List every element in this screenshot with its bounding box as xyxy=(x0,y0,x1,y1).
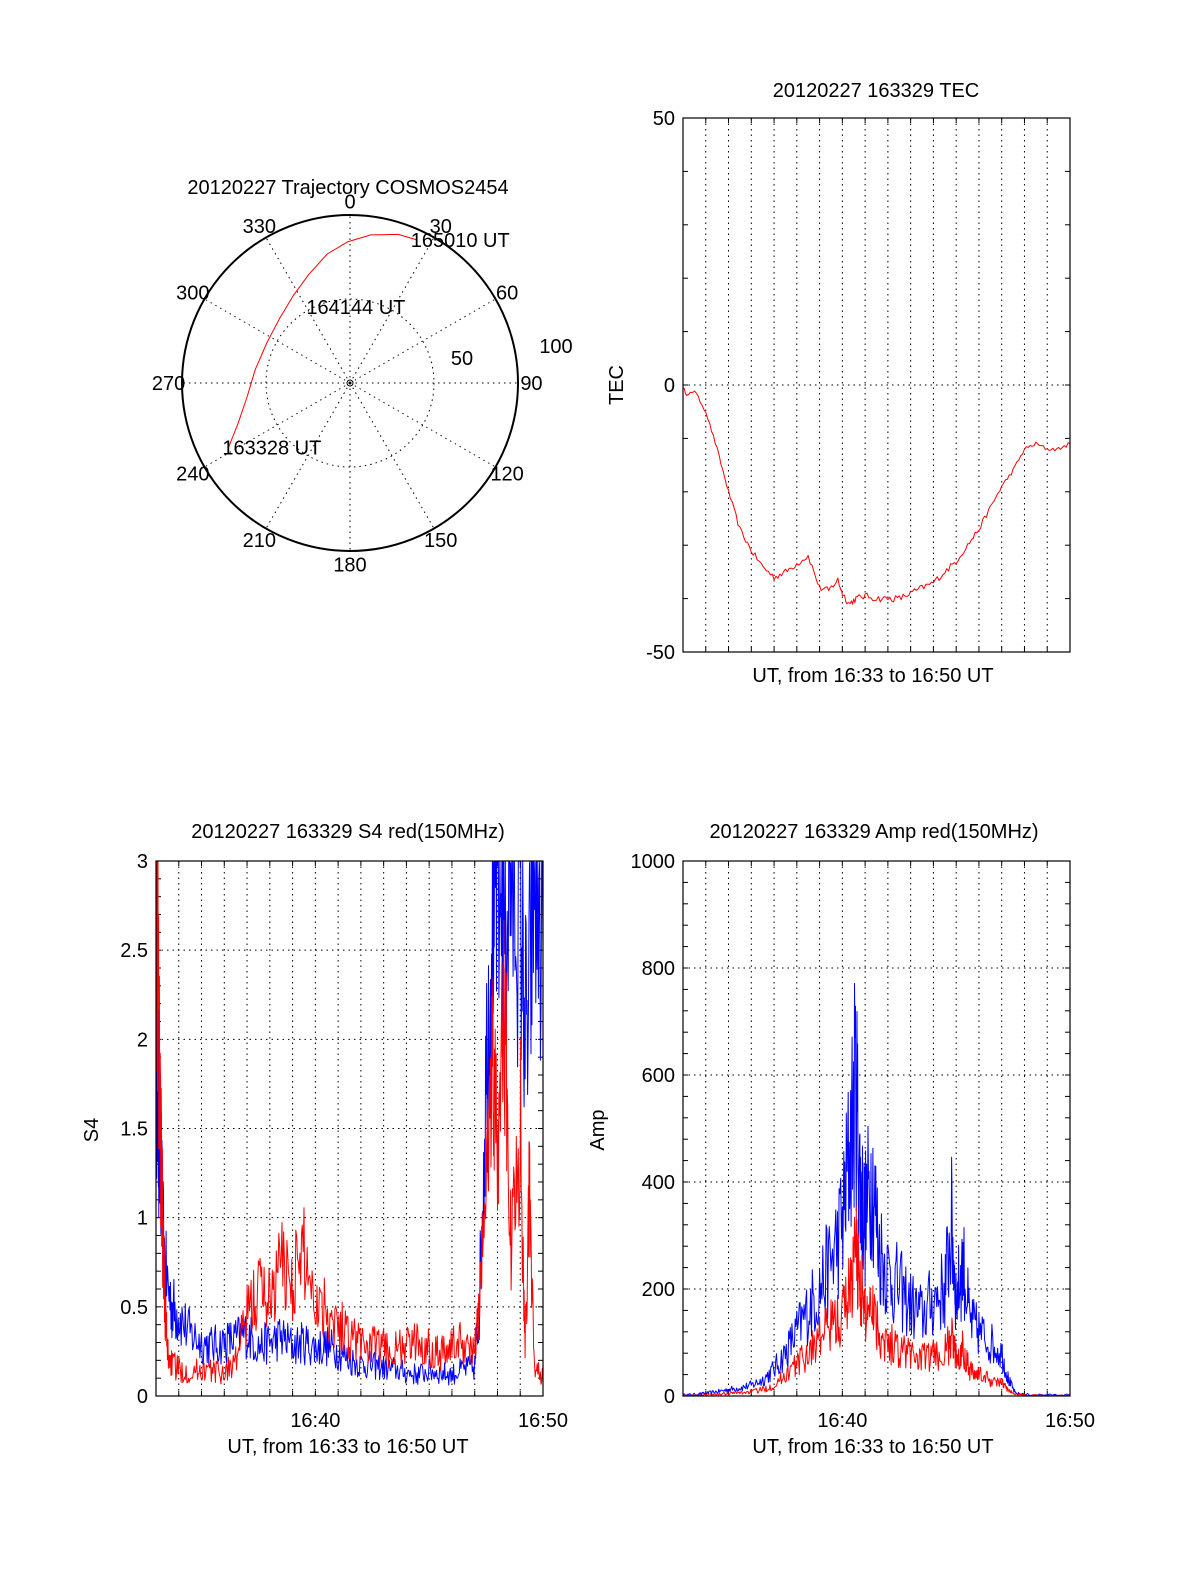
tec-ylabel: TEC xyxy=(606,365,628,405)
radial-label-50: 50 xyxy=(451,348,473,370)
s4-grid xyxy=(156,861,543,1396)
polar-spoke-150 xyxy=(349,382,435,529)
y-tick-label-0: 0 xyxy=(664,1386,675,1408)
amp-series xyxy=(682,982,1071,1397)
trajectory-annotations: 165010 UT 164144 UT 163328 UT xyxy=(222,230,509,460)
polar-spoke-300 xyxy=(204,298,351,384)
y-tick-label-1000: 1000 xyxy=(631,851,676,873)
s4-xlabel: UT, from 16:33 to 16:50 UT xyxy=(227,1436,468,1458)
azimuth-label-270: 270 xyxy=(152,373,185,395)
amp-xlabel: UT, from 16:33 to 16:50 UT xyxy=(752,1436,993,1458)
azimuth-label-240: 240 xyxy=(176,464,209,486)
y-tick-label-600: 600 xyxy=(642,1065,675,1087)
amp-plot-frame xyxy=(682,860,1071,1397)
trajectory-title: 20120227 Trajectory COSMOS2454 xyxy=(187,177,508,199)
y-tick-label-0.5: 0.5 xyxy=(120,1297,148,1319)
azimuth-label-60: 60 xyxy=(496,282,518,304)
polar-spoke-120 xyxy=(349,382,496,468)
amp-tick-labels: 0 200 400 600 800 1000 16:40 16:50 xyxy=(631,851,1096,1432)
y-tick-label-200: 200 xyxy=(642,1279,675,1301)
tec-xlabel: UT, from 16:33 to 16:50 UT xyxy=(752,665,993,687)
series-line-1 xyxy=(682,982,1071,1397)
azimuth-label-210: 210 xyxy=(243,530,276,552)
polar-spoke-60 xyxy=(349,298,496,384)
tec-plot-frame xyxy=(682,117,1071,653)
y-tick-label-0: 0 xyxy=(664,375,675,397)
amp-title: 20120227 163329 Amp red(150MHz) xyxy=(709,821,1038,843)
y-tick-label--50: -50 xyxy=(646,642,675,664)
y-tick-label-2: 2 xyxy=(137,1029,148,1051)
polar-grid xyxy=(182,215,518,551)
trajectory-annotation-1: 165010 UT xyxy=(411,230,510,252)
polar-inner-ring xyxy=(265,298,435,468)
trajectory-annotation-3: 163328 UT xyxy=(222,438,321,460)
y-tick-label-1: 1 xyxy=(137,1208,148,1230)
azimuth-label-180: 180 xyxy=(333,554,366,576)
azimuth-label-120: 120 xyxy=(490,464,523,486)
tec-tick-labels: 50 0 -50 xyxy=(646,108,675,664)
y-tick-label-2.5: 2.5 xyxy=(120,940,148,962)
azimuth-label-150: 150 xyxy=(424,530,457,552)
y-tick-label-50: 50 xyxy=(653,108,675,130)
x-tick-label-1640: 16:40 xyxy=(817,1410,867,1432)
tec-title: 20120227 163329 TEC xyxy=(773,80,979,102)
series-line-2 xyxy=(683,1206,1071,1397)
azimuth-label-300: 300 xyxy=(176,282,209,304)
azimuth-label-0: 0 xyxy=(344,192,355,214)
s4-tick-labels: 0 0.5 1 1.5 2 2.5 3 16:40 16:50 xyxy=(120,851,568,1432)
polar-spoke-30 xyxy=(349,237,435,384)
s4-series xyxy=(155,860,544,1386)
y-tick-label-1.5: 1.5 xyxy=(120,1119,148,1141)
series-line-1 xyxy=(155,860,544,1386)
trajectory-panel: 20120227 Trajectory COSMOS2454 0 30 60 90 12… xyxy=(152,177,573,576)
polar-center-marker xyxy=(346,379,354,387)
series-line-1 xyxy=(682,387,1071,605)
trajectory-track xyxy=(227,233,417,448)
polar-labels: 0 30 60 90 120 150 180 210 240 270 300 330 50 100 xyxy=(152,192,573,577)
series-line-2 xyxy=(155,860,544,1385)
y-tick-label-400: 400 xyxy=(642,1172,675,1194)
y-tick-label-3: 3 xyxy=(137,851,148,873)
azimuth-label-330: 330 xyxy=(243,216,276,238)
tec-grid xyxy=(683,118,1070,652)
amp-ylabel: Amp xyxy=(587,1109,609,1150)
s4-ylabel: S4 xyxy=(81,1118,103,1142)
y-tick-label-0: 0 xyxy=(137,1386,148,1408)
amp-grid xyxy=(683,861,1070,1396)
y-tick-label-800: 800 xyxy=(642,958,675,980)
x-tick-label-1640: 16:40 xyxy=(290,1410,340,1432)
s4-panel: 20120227 163329 S4 red(150MHz) S4 UT, fr… xyxy=(81,821,568,1458)
polar-spoke-240 xyxy=(204,382,351,468)
polar-spoke-210 xyxy=(265,382,351,529)
azimuth-label-90: 90 xyxy=(520,373,542,395)
amp-ticks xyxy=(682,860,1071,1397)
tec-panel: 20120227 163329 TEC TEC UT, from 16:33 t… xyxy=(606,80,1071,687)
x-tick-label-1650: 16:50 xyxy=(518,1410,568,1432)
radial-label-100: 100 xyxy=(539,336,572,358)
polar-spoke-330 xyxy=(265,237,351,384)
amp-panel: 20120227 163329 Amp red(150MHz) Amp UT, … xyxy=(587,821,1095,1458)
trajectory-annotation-2: 164144 UT xyxy=(306,297,405,319)
polar-outer-circle xyxy=(181,214,519,552)
s4-title: 20120227 163329 S4 red(150MHz) xyxy=(191,821,505,843)
tec-series xyxy=(682,387,1071,605)
azimuth-label-30: 30 xyxy=(430,216,452,238)
x-tick-label-1650: 16:50 xyxy=(1045,1410,1095,1432)
s4-plot-frame xyxy=(155,860,544,1397)
